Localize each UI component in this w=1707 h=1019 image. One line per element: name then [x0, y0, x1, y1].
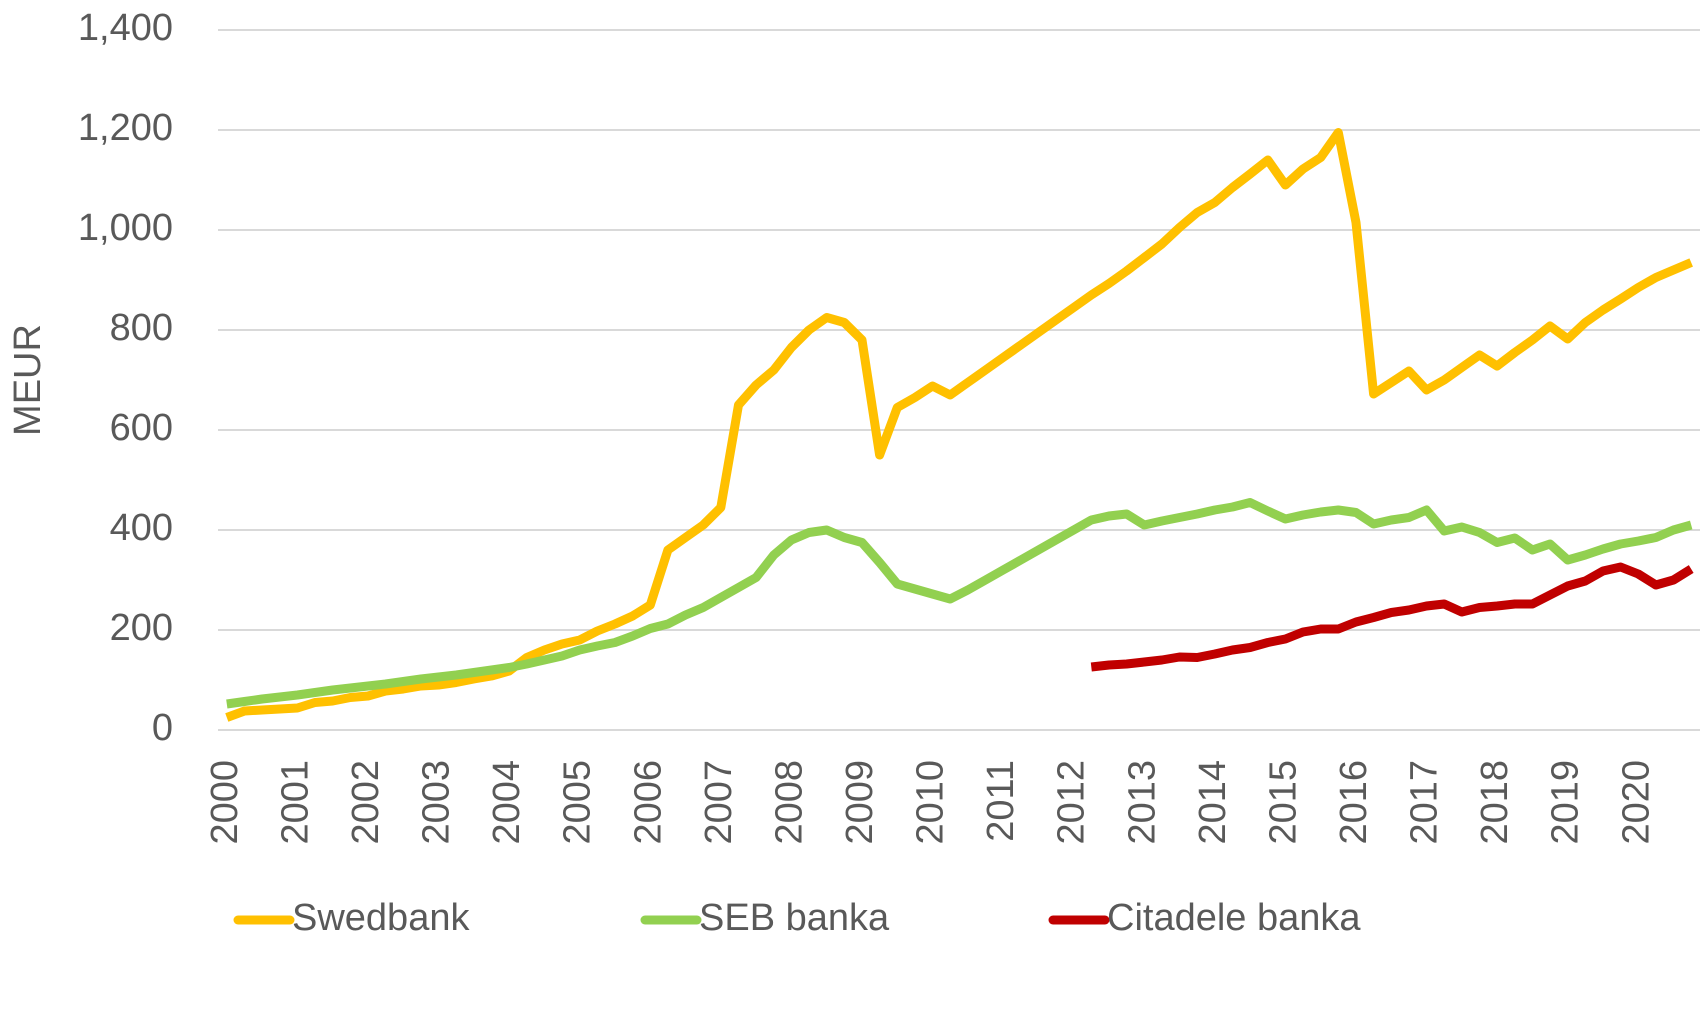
y-axis-title: MEUR — [7, 324, 49, 436]
x-tick-label: 2001 — [274, 760, 316, 845]
y-tick-label: 1,200 — [78, 107, 173, 149]
legend-label: Swedbank — [292, 897, 470, 939]
x-tick-label: 2006 — [627, 760, 669, 845]
y-tick-label: 1,000 — [78, 207, 173, 249]
x-tick-label: 2020 — [1615, 760, 1657, 845]
y-tick-label: 1,400 — [78, 7, 173, 49]
x-tick-label: 2014 — [1192, 760, 1234, 845]
x-tick-label: 2011 — [980, 760, 1022, 842]
x-tick-label: 2004 — [486, 760, 528, 845]
x-tick-label: 2007 — [698, 760, 740, 845]
x-tick-label: 2019 — [1545, 760, 1587, 845]
x-tick-label: 2015 — [1262, 760, 1304, 845]
y-tick-label: 600 — [110, 407, 173, 449]
x-tick-label: 2017 — [1404, 760, 1446, 845]
x-tick-label: 2009 — [839, 760, 881, 845]
legend-label: SEB banka — [699, 897, 890, 939]
x-tick-label: 2008 — [768, 760, 810, 845]
x-tick-label: 2003 — [416, 760, 458, 845]
x-tick-label: 2002 — [345, 760, 387, 845]
y-tick-label: 200 — [110, 607, 173, 649]
series-line — [226, 498, 1693, 709]
series-line — [225, 128, 1693, 722]
x-tick-label: 2012 — [1051, 760, 1093, 845]
y-tick-label: 800 — [110, 307, 173, 349]
y-tick-label: 400 — [110, 507, 173, 549]
x-tick-label: 2005 — [557, 760, 599, 845]
y-tick-label: 0 — [152, 707, 173, 749]
x-tick-label: 2000 — [204, 760, 246, 845]
legend-label: Citadele banka — [1107, 897, 1361, 939]
x-tick-label: 2018 — [1474, 760, 1516, 845]
series-line — [1090, 562, 1694, 672]
x-tick-label: 2013 — [1121, 760, 1163, 845]
x-tick-label: 2010 — [910, 760, 952, 845]
x-tick-label: 2016 — [1333, 760, 1375, 845]
